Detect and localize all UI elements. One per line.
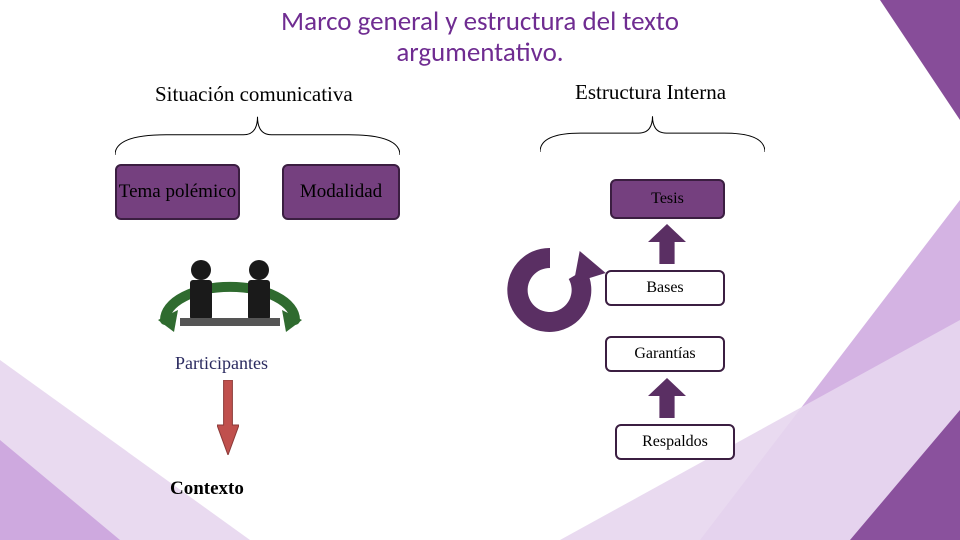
box-tema-polemico: Tema polémico: [115, 164, 240, 220]
up-arrow-icon: [648, 378, 686, 418]
contexto-label: Contexto: [170, 478, 244, 500]
cycle-arrow-icon: [493, 233, 607, 347]
slide: Marco general y estructura del texto arg…: [0, 0, 960, 540]
left-brace-icon: [115, 110, 400, 155]
box-tesis: Tesis: [610, 179, 725, 219]
left-heading: Situación comunicativa: [155, 82, 353, 107]
box-respaldos: Respaldos: [615, 424, 735, 460]
up-arrow-icon: [648, 224, 686, 264]
content-layer: Marco general y estructura del texto arg…: [0, 0, 960, 540]
right-heading: Estructura Interna: [575, 80, 726, 105]
participantes-label: Participantes: [175, 353, 268, 374]
box-garantias: Garantías: [605, 336, 725, 372]
box-bases: Bases: [605, 270, 725, 306]
debate-people-icon: [150, 240, 310, 345]
right-brace-icon: [540, 110, 765, 152]
box-modalidad: Modalidad: [282, 164, 400, 220]
page-title: Marco general y estructura del texto arg…: [0, 6, 960, 68]
down-arrow-icon: [217, 380, 239, 455]
